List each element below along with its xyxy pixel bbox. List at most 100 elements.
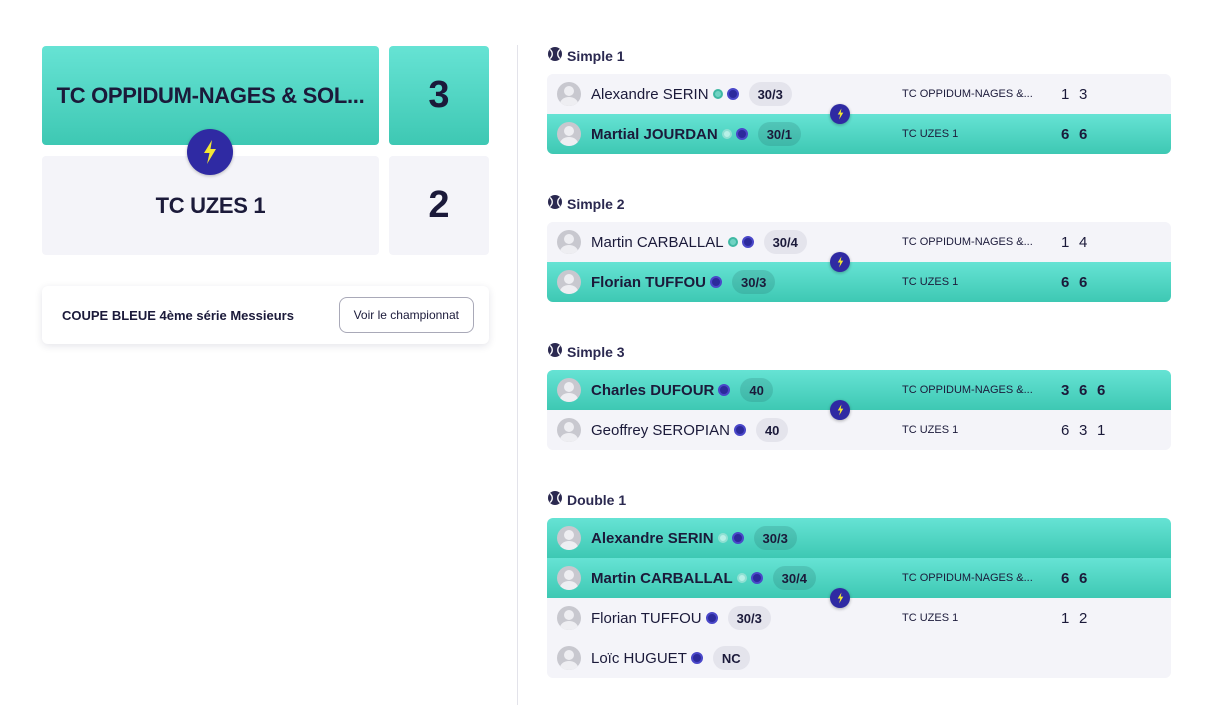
home-team-score: 3 [428,74,450,116]
set-score: 3 [1061,381,1070,399]
club-name: TC OPPIDUM-NAGES &... [902,88,1033,100]
tennis-ball-icon [547,194,563,215]
match-card[interactable]: Charles DUFOUR 40 TC OPPIDUM-NAGES &... 3 6 6… [547,370,1171,450]
player-row[interactable]: Loïc HUGUET NC [547,638,1171,678]
set-score: 3 [1079,421,1088,439]
match-card[interactable]: Alexandre SERIN 30/3 TC OPPIDUM-NAGES &...… [547,74,1171,154]
avatar [557,526,581,550]
player-info: Florian TUFFOU 30/3 [591,262,776,302]
match-block: Simple 1 Alexandre SERIN 30/3 TC OPPIDUM-NA… [547,46,1171,154]
player-name[interactable]: Florian TUFFOU [591,609,702,627]
rank-badge: 30/3 [727,606,771,630]
competition-title: COUPE BLEUE 4ème série Messieurs [62,307,294,323]
avatar [557,122,581,146]
player-info: Alexandre SERIN 30/3 [591,518,797,558]
player-info: Martin CARBALLAL 30/4 [591,558,816,598]
navy-status-icon [718,384,731,396]
club-name: TC UZES 1 [902,128,959,140]
player-name[interactable]: Alexandre SERIN [591,85,709,103]
match-title: Simple 1 [567,48,625,64]
match-title: Simple 3 [567,344,625,360]
club-name: TC UZES 1 [902,424,959,436]
set-score: 6 [1061,125,1070,143]
avatar [557,270,581,294]
teal-status-icon [727,237,738,247]
match-block: Simple 2 Martin CARBALLAL 30/4 TC OPPIDUM-N… [547,194,1171,302]
set-score: 6 [1097,381,1106,399]
club-name: TC UZES 1 [902,612,959,624]
avatar [557,82,581,106]
avatar [557,566,581,590]
set-score: 4 [1079,233,1088,251]
rank-badge: 40 [740,378,773,402]
player-name[interactable]: Alexandre SERIN [591,529,714,547]
club-name: TC OPPIDUM-NAGES &... [902,236,1033,248]
set-score: 2 [1079,609,1088,627]
match-block: Simple 3 Charles DUFOUR 40 TC OPPIDUM-NAGES… [547,342,1171,450]
lightning-icon [830,252,850,272]
player-info: Martin CARBALLAL 30/4 [591,222,807,262]
player-row[interactable]: Charles DUFOUR 40 TC OPPIDUM-NAGES &... 3 6 6 [547,370,1171,410]
teal-status-icon [717,533,728,543]
player-info: Loïc HUGUET NC [591,638,750,678]
lightning-icon [830,400,850,420]
away-team-score: 2 [428,184,450,226]
player-row[interactable]: Alexandre SERIN 30/3 TC OPPIDUM-NAGES &...… [547,74,1171,114]
avatar [557,646,581,670]
player-name[interactable]: Loïc HUGUET [591,649,687,667]
lightning-icon [830,104,850,124]
player-name[interactable]: Charles DUFOUR [591,381,715,399]
set-score: 6 [1079,569,1088,587]
navy-status-icon [690,652,703,664]
player-name[interactable]: Martial JOURDAN [591,125,718,143]
player-info: Florian TUFFOU 30/3 [591,598,771,638]
match-header: Simple 1 [547,46,625,65]
avatar [557,230,581,254]
rank-badge: 30/4 [763,230,807,254]
player-name[interactable]: Florian TUFFOU [591,273,706,291]
navy-status-icon [731,532,744,544]
rank-badge: 30/3 [732,270,776,294]
navy-status-icon [705,612,718,624]
rank-badge: 30/4 [772,566,816,590]
match-header: Simple 3 [547,342,625,363]
rank-badge: 40 [755,418,789,442]
away-team-name: TC UZES 1 [155,192,266,218]
navy-status-icon [741,236,754,248]
set-score: 6 [1061,273,1070,291]
match-card[interactable]: Martin CARBALLAL 30/4 TC OPPIDUM-NAGES &..… [547,222,1171,302]
navy-status-icon [710,276,722,288]
navy-status-icon [726,88,739,100]
player-row[interactable]: Martin CARBALLAL 30/4 TC OPPIDUM-NAGES &..… [547,222,1171,262]
tennis-ball-icon [547,342,563,363]
player-row[interactable]: Alexandre SERIN 30/3 [547,518,1171,558]
tennis-ball-icon [547,490,563,511]
set-score: 1 [1061,609,1070,627]
player-info: Martial JOURDAN 30/1 [591,114,801,154]
player-name[interactable]: Martin CARBALLAL [591,233,724,251]
player-row[interactable]: Martin CARBALLAL 30/4 TC OPPIDUM-NAGES &..… [547,558,1171,598]
rank-badge: 30/1 [757,122,801,146]
match-block: Double 1 Alexandre SERIN 30/3 Martin CARBAL… [547,490,1171,678]
away-team-score-box: 2 [389,156,489,255]
player-info: Charles DUFOUR 40 [591,370,773,410]
teal-status-icon [736,573,747,583]
home-team-box[interactable]: TC OPPIDUM-NAGES & SOL... [42,46,379,145]
away-team-box[interactable]: TC UZES 1 [42,156,379,255]
match-card[interactable]: Alexandre SERIN 30/3 Martin CARBALLAL 30/4 T… [547,518,1171,678]
avatar [557,378,581,402]
player-name[interactable]: Martin CARBALLAL [591,569,733,587]
avatar [557,606,581,630]
view-championship-button[interactable]: Voir le championnat [338,297,474,333]
player-name[interactable]: Geoffrey SEROPIAN [591,421,730,439]
